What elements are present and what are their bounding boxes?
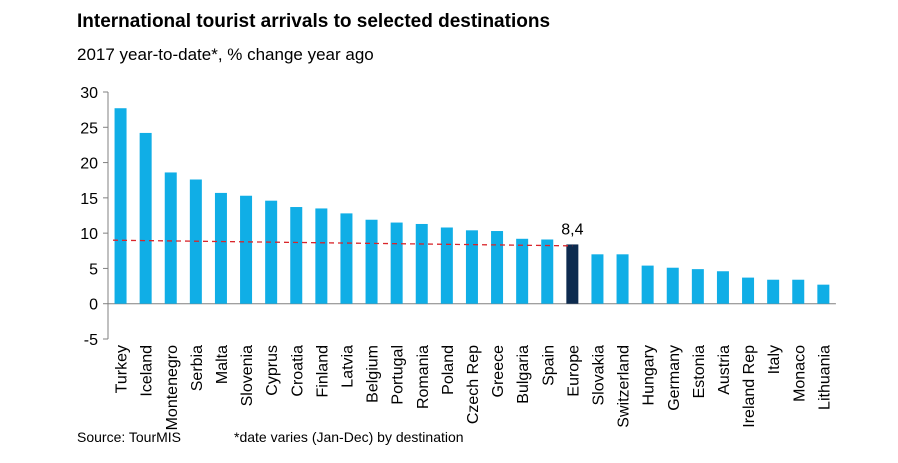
x-tick-label-lithuania: Lithuania <box>816 345 833 410</box>
bar-turkey <box>114 108 127 304</box>
bar-montenegro <box>164 172 177 304</box>
y-tick-label: 20 <box>80 156 98 173</box>
y-tick-label: -5 <box>84 332 98 349</box>
x-tick-label-portugal: Portugal <box>390 345 407 405</box>
bar-switzerland <box>616 254 629 304</box>
x-tick-label-poland: Poland <box>440 345 457 395</box>
y-tick-label: 30 <box>80 85 98 102</box>
bar-latvia <box>340 213 353 304</box>
bar-slovakia <box>591 254 604 304</box>
bar-iceland <box>139 132 152 304</box>
x-tick-label-estonia: Estonia <box>691 345 708 398</box>
x-tick-label-bulgaria: Bulgaria <box>515 345 532 404</box>
bar-portugal <box>390 222 403 304</box>
y-tick-label: 0 <box>89 297 98 314</box>
x-tick-label-belgium: Belgium <box>365 345 382 403</box>
x-tick-label-croatia: Croatia <box>289 345 306 397</box>
bar-lithuania <box>817 284 830 304</box>
x-tick-label-latvia: Latvia <box>339 345 356 388</box>
bar-finland <box>315 208 328 304</box>
bar-cyprus <box>265 200 278 304</box>
x-tick-label-romania: Romania <box>415 345 432 409</box>
x-tick-label-germany: Germany <box>666 345 683 411</box>
bar-germany <box>666 267 679 304</box>
x-tick-label-spain: Spain <box>540 345 557 386</box>
bar-poland <box>440 227 453 304</box>
date-footnote: *date varies (Jan-Dec) by destination <box>234 429 464 445</box>
chart-subtitle: 2017 year-to-date*, % change year ago <box>77 45 374 64</box>
bar-ireland-rep <box>742 277 755 304</box>
x-tick-label-austria: Austria <box>716 345 733 395</box>
x-tick-label-iceland: Iceland <box>139 345 156 397</box>
x-tick-label-switzerland: Switzerland <box>616 345 633 428</box>
x-tick-label-serbia: Serbia <box>189 345 206 391</box>
x-tick-label-turkey: Turkey <box>114 345 131 393</box>
bar-czech-rep <box>465 230 478 304</box>
source-note: Source: TourMIS <box>77 429 182 445</box>
bar-belgium <box>365 219 378 304</box>
y-tick-label: 10 <box>80 226 98 243</box>
y-tick-label: 25 <box>80 120 98 137</box>
trend-line <box>113 239 573 247</box>
bar-romania <box>415 223 428 304</box>
bar-hungary <box>641 265 654 304</box>
bar-europe <box>566 244 579 304</box>
bar-malta <box>214 192 227 304</box>
bar-bulgaria <box>516 238 529 304</box>
x-tick-label-greece: Greece <box>490 345 507 398</box>
chart-title: International tourist arrivals to select… <box>77 11 551 32</box>
y-tick-label: 15 <box>80 191 98 208</box>
y-tick-label: 5 <box>89 261 98 278</box>
bar-italy <box>767 279 780 304</box>
x-tick-label-hungary: Hungary <box>641 345 658 405</box>
x-tick-label-cyprus: Cyprus <box>264 345 281 396</box>
bar-greece <box>491 231 504 304</box>
x-tick-label-ireland-rep: Ireland Rep <box>741 345 758 428</box>
highlight-data-label: 8,4 <box>561 221 583 238</box>
bar-austria <box>716 271 729 304</box>
bar-estonia <box>691 269 704 304</box>
bar-monaco <box>792 279 805 304</box>
x-tick-label-czech-rep: Czech Rep <box>465 345 482 424</box>
bar-slovenia <box>240 195 253 304</box>
x-tick-label-italy: Italy <box>766 345 783 374</box>
x-tick-label-slovakia: Slovakia <box>590 345 607 406</box>
x-tick-label-finland: Finland <box>314 345 331 397</box>
x-tick-label-europe: Europe <box>565 345 582 397</box>
x-tick-label-monaco: Monaco <box>791 345 808 402</box>
x-tick-label-montenegro: Montenegro <box>164 345 181 430</box>
bar-spain <box>541 239 554 304</box>
x-tick-label-malta: Malta <box>214 345 231 384</box>
bar-croatia <box>290 207 303 304</box>
x-tick-label-slovenia: Slovenia <box>239 345 256 406</box>
